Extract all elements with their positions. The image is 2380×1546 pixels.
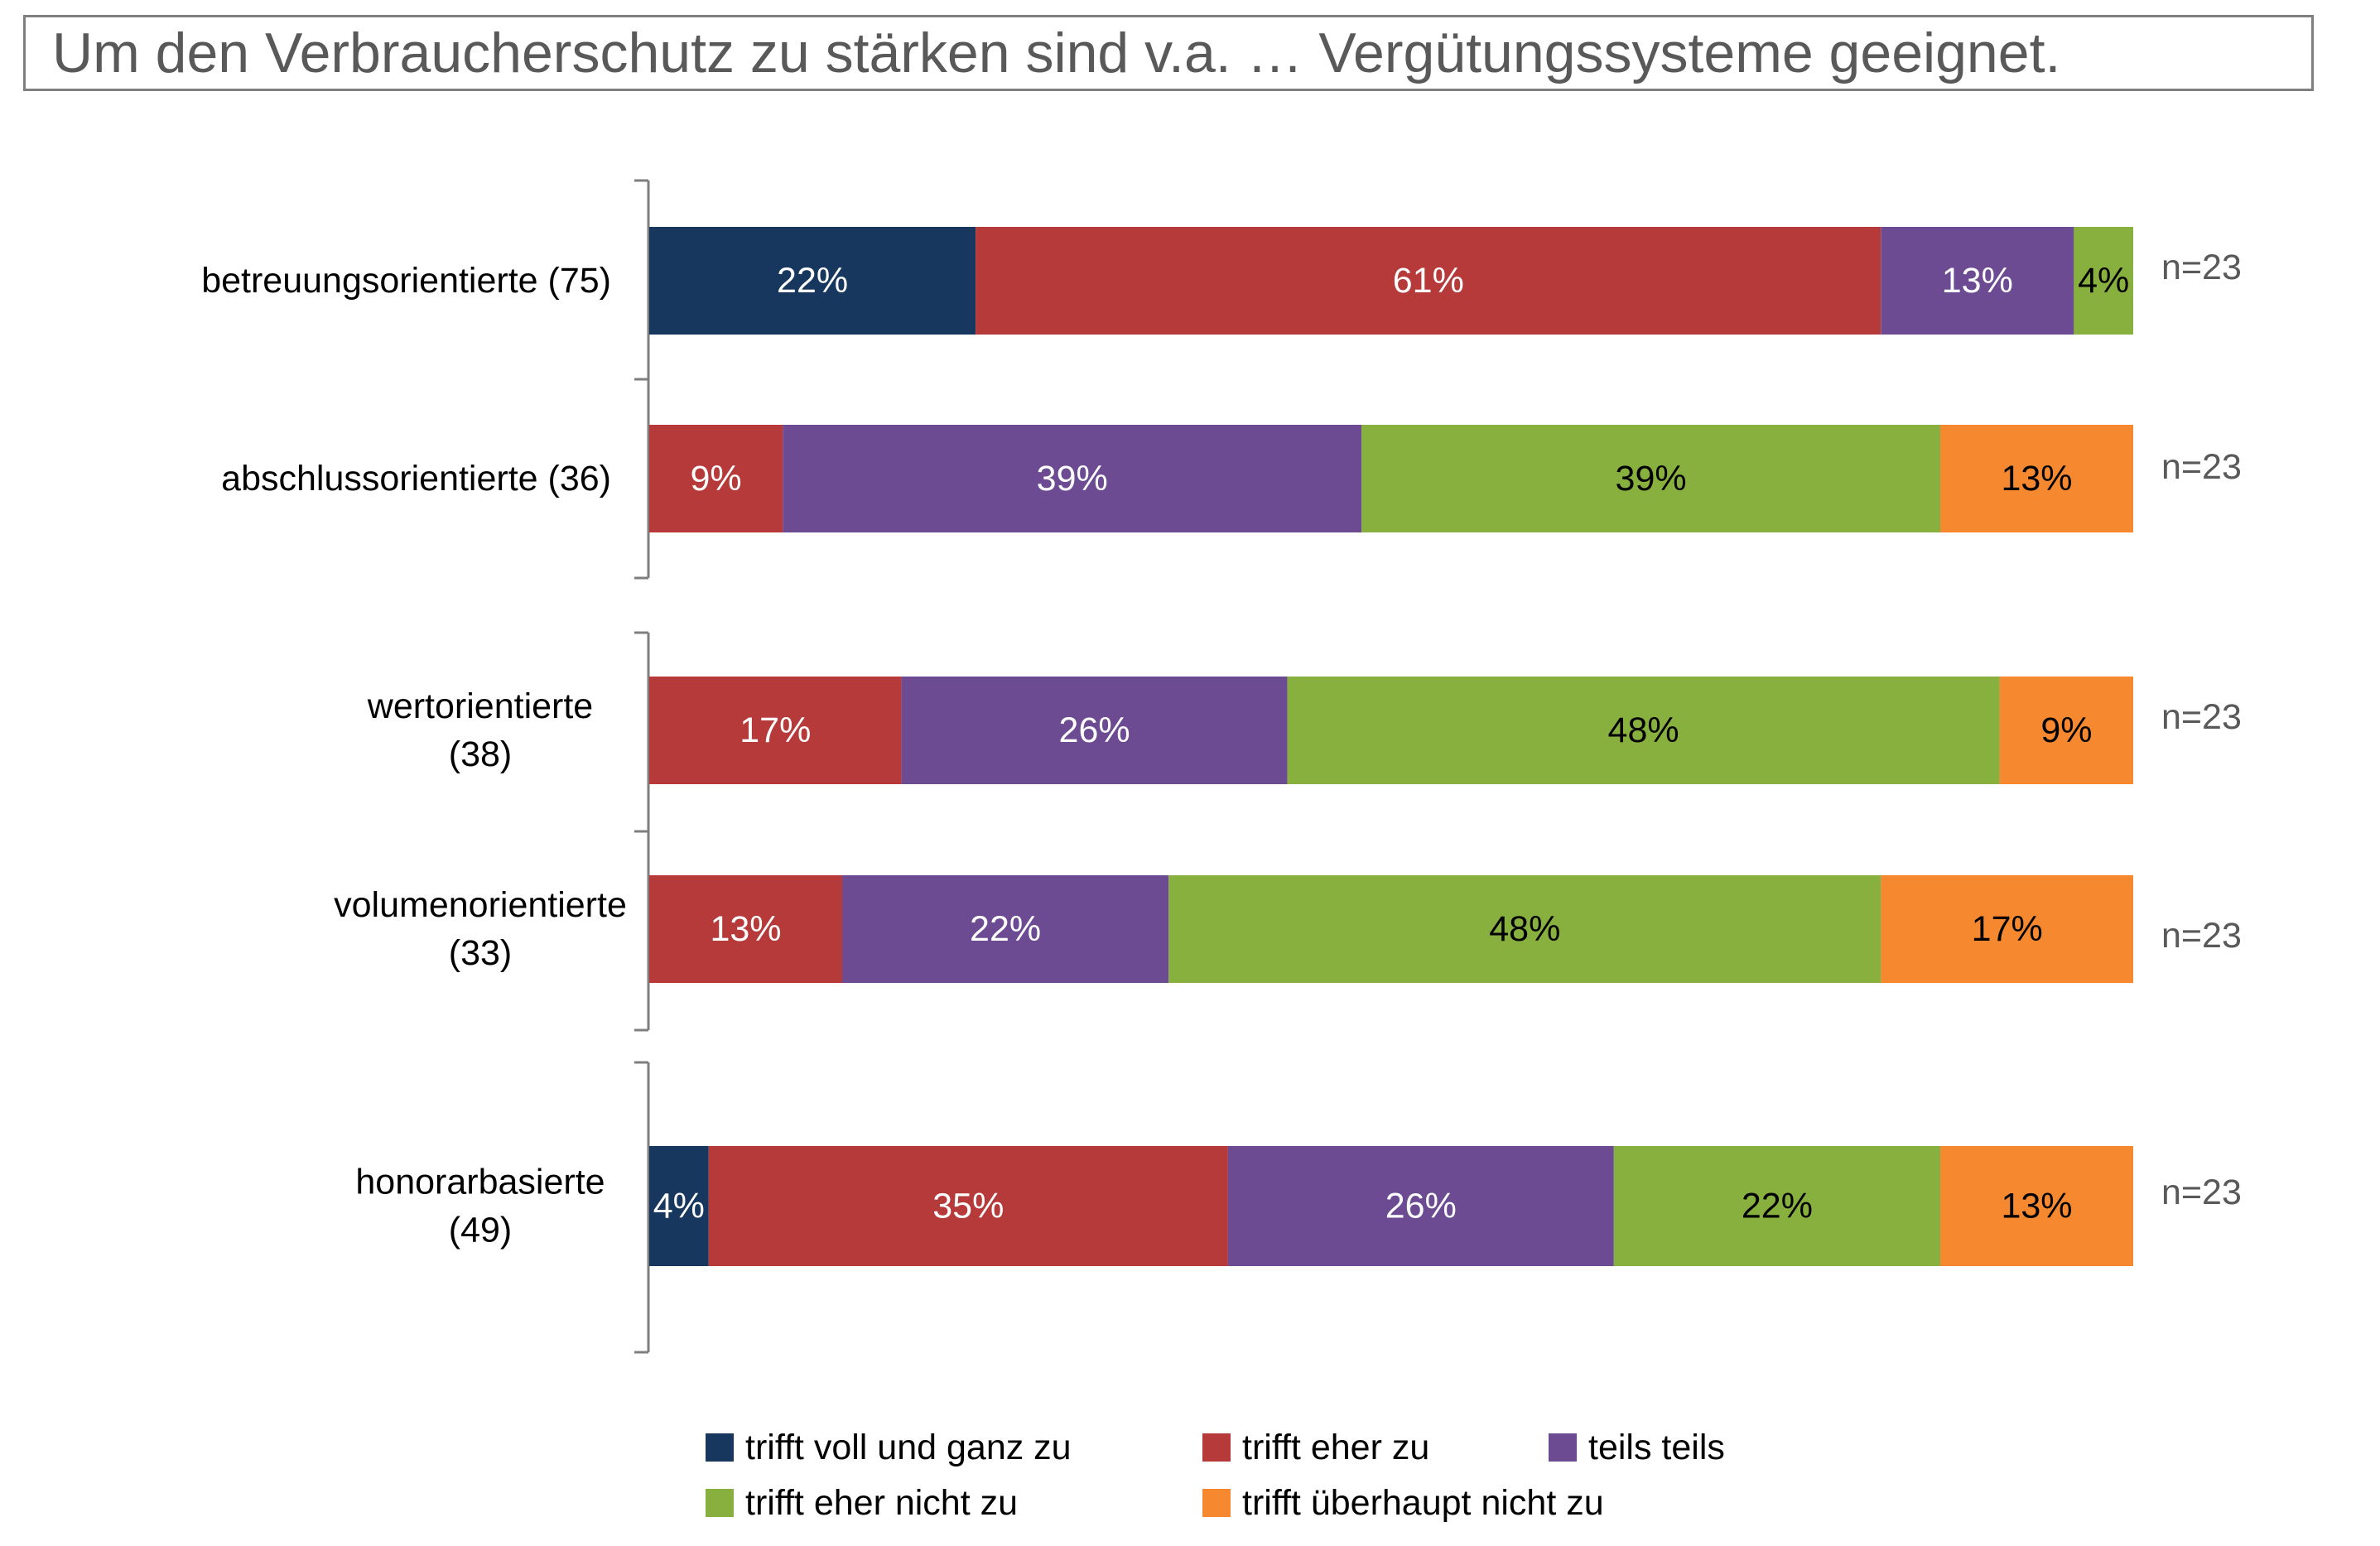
- legend-label: trifft überhaupt nicht zu: [1242, 1483, 1604, 1523]
- data-label: 26%: [1059, 710, 1130, 750]
- bar-segment: [1168, 875, 1881, 983]
- title-box: Um den Verbraucherschutz zu stärken sind…: [23, 15, 2314, 91]
- bar-segment: [1287, 677, 2000, 784]
- legend: trifft voll und ganz zu trifft eher zu tei…: [706, 1428, 1725, 1523]
- data-label: 13%: [710, 909, 781, 949]
- category-label: volumenorientierte: [334, 885, 627, 925]
- data-label: 17%: [740, 710, 811, 750]
- bar-segment: [976, 227, 1881, 335]
- sample-size-label: n=23: [2161, 1173, 2242, 1212]
- category-label: (38): [449, 734, 512, 774]
- sample-size-label: n=23: [2161, 248, 2242, 287]
- legend-swatch: [1202, 1433, 1231, 1462]
- data-label: 35%: [932, 1187, 1004, 1226]
- data-label: 48%: [1608, 710, 1679, 750]
- data-label: 9%: [691, 459, 742, 498]
- data-label: 13%: [2001, 1187, 2072, 1226]
- chart-title: Um den Verbraucherschutz zu stärken sind…: [52, 22, 2061, 84]
- bar-segment: [1999, 677, 2133, 784]
- data-label: 13%: [1942, 261, 2013, 301]
- labels-layer: 22% 61% 13% 4% betreuungsorientierte (75) n=2…: [201, 248, 2242, 1250]
- category-label: abschlussorientierte (36): [221, 459, 611, 498]
- bar-segment: [1881, 227, 2074, 335]
- bar-segment: [1361, 425, 1941, 532]
- legend-swatch: [1549, 1433, 1577, 1462]
- bar-segment: [1940, 425, 2133, 532]
- data-label: 4%: [653, 1187, 705, 1226]
- sample-size-label: n=23: [2161, 916, 2242, 956]
- data-label: 61%: [1393, 261, 1464, 301]
- category-label: betreuungsorientierte (75): [201, 261, 611, 301]
- data-label: 13%: [2001, 459, 2072, 498]
- category-label: honorarbasierte: [355, 1163, 605, 1202]
- data-label: 39%: [1616, 459, 1687, 498]
- bar-segment: [649, 875, 842, 983]
- bar-segment: [649, 425, 783, 532]
- bar-segment: [649, 677, 902, 784]
- bar-segment: [901, 677, 1288, 784]
- bar-segment: [1940, 1146, 2133, 1266]
- data-label: 39%: [1037, 459, 1108, 498]
- data-label: 26%: [1385, 1187, 1457, 1226]
- legend-swatch: [1202, 1489, 1231, 1517]
- data-label: 22%: [1742, 1187, 1813, 1226]
- legend-label: teils teils: [1588, 1428, 1725, 1467]
- bar-segment: [2074, 227, 2133, 335]
- axis-layer: [634, 179, 650, 1354]
- bar-segment: [1227, 1146, 1614, 1266]
- category-label: (33): [449, 933, 512, 973]
- data-label: 4%: [2078, 261, 2129, 301]
- bar-segment: [783, 425, 1362, 532]
- data-label: 22%: [777, 261, 848, 301]
- bar-segment: [649, 227, 976, 335]
- bar-segment: [708, 1146, 1228, 1266]
- sample-size-label: n=23: [2161, 697, 2242, 737]
- bars-layer: [649, 227, 2133, 1266]
- bar-segment: [1881, 875, 2133, 983]
- bar-segment: [1613, 1146, 1940, 1266]
- data-label: 17%: [1972, 909, 2043, 949]
- legend-label: trifft eher nicht zu: [745, 1483, 1018, 1523]
- legend-swatch: [706, 1433, 734, 1462]
- bar-segment: [649, 1146, 709, 1266]
- legend-label: trifft eher zu: [1242, 1428, 1429, 1467]
- category-label: (49): [449, 1211, 512, 1250]
- legend-swatch: [706, 1489, 734, 1517]
- legend-label: trifft voll und ganz zu: [745, 1428, 1072, 1467]
- data-label: 22%: [970, 909, 1041, 949]
- data-label: 9%: [2040, 710, 2092, 750]
- bar-segment: [842, 875, 1169, 983]
- sample-size-label: n=23: [2161, 447, 2242, 487]
- category-label: wertorientierte: [367, 686, 593, 726]
- data-label: 48%: [1489, 909, 1560, 949]
